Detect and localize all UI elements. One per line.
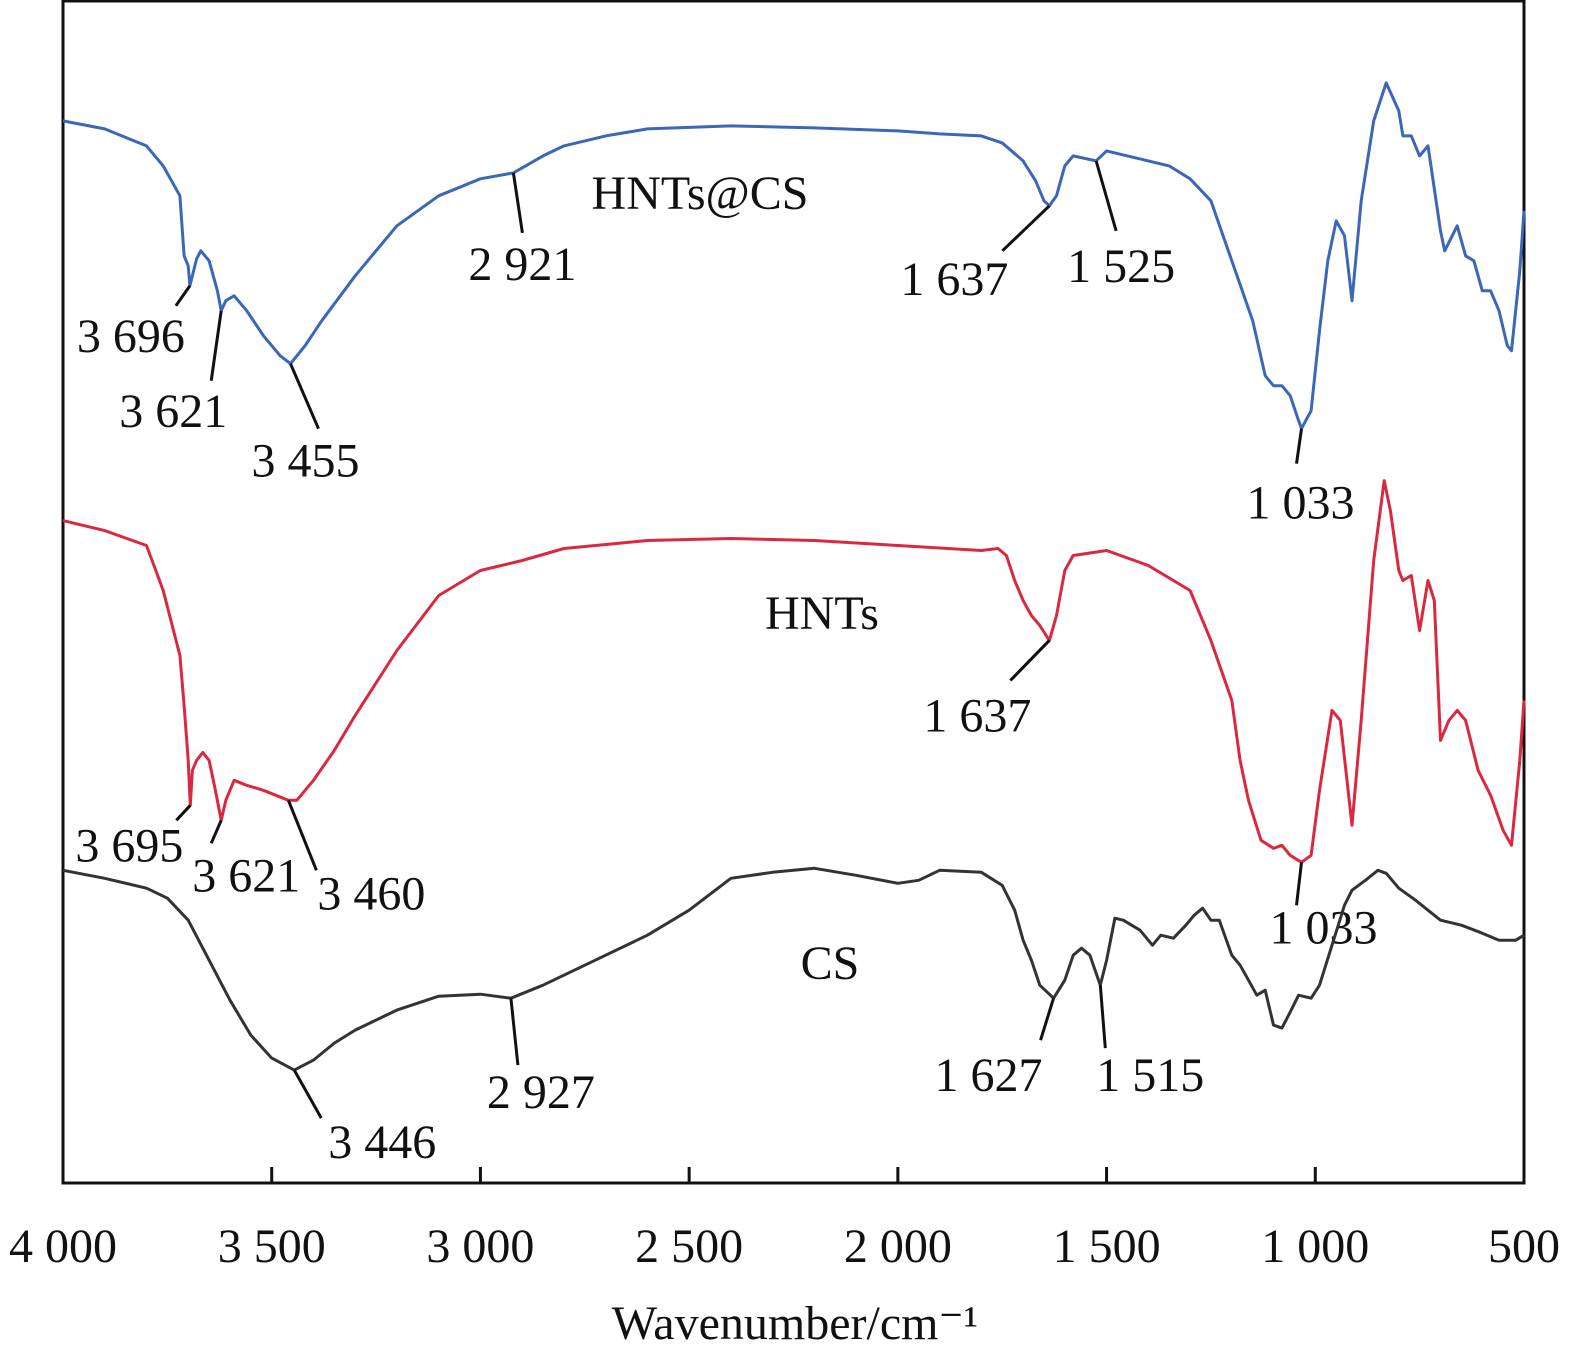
peak-label: 1 637 — [923, 689, 1031, 742]
series-label: HNTs@CS — [592, 167, 809, 220]
peak-leader — [209, 819, 223, 844]
x-axis-label: Wavenumber/cm⁻¹ — [612, 1297, 978, 1350]
peak-leader — [292, 1069, 323, 1119]
spectrum-line — [62, 866, 1525, 1072]
x-tick-label: 3 500 — [218, 1220, 326, 1273]
peak-label: 1 627 — [935, 1049, 1043, 1102]
peak-label: 1 525 — [1067, 240, 1175, 293]
peak-label: 3 455 — [251, 435, 359, 488]
peak-leader — [1039, 997, 1055, 1041]
x-tick-label: 2 000 — [844, 1220, 952, 1273]
peak-label: 3 695 — [75, 819, 183, 872]
peak-leader — [289, 363, 320, 430]
peak-label: 1 515 — [1096, 1049, 1204, 1102]
peak-label: 1 637 — [900, 253, 1008, 306]
x-tick-label: 2 500 — [635, 1220, 743, 1273]
peak-leader — [174, 284, 192, 307]
peak-label: 3 696 — [77, 310, 185, 363]
x-tick-label: 3 000 — [426, 1220, 534, 1273]
spectrum-line — [62, 81, 1526, 431]
peak-label: 1 033 — [1270, 901, 1378, 954]
peak-leader — [287, 799, 318, 871]
x-tick-label: 1 000 — [1261, 1220, 1369, 1273]
peak-leader — [1001, 204, 1051, 252]
peak-label: 2 921 — [468, 238, 576, 291]
peak-leader — [511, 172, 524, 234]
peak-label: 3 621 — [119, 385, 227, 438]
peak-leader — [509, 998, 520, 1066]
peak-label: 1 033 — [1247, 477, 1355, 530]
spectrum-line — [62, 479, 1526, 864]
x-tick-label: 500 — [1488, 1220, 1560, 1273]
peak-leader — [1094, 160, 1118, 232]
peak-leader — [209, 310, 223, 381]
peak-label: 3 460 — [317, 867, 425, 920]
peak-leader — [1098, 985, 1107, 1049]
peak-leader — [175, 804, 192, 822]
peak-label: 3 446 — [328, 1116, 436, 1169]
plot-frame — [61, 0, 1526, 1185]
x-tick-label: 4 000 — [9, 1220, 117, 1273]
peak-leader — [1295, 428, 1303, 464]
peak-leader — [1295, 862, 1304, 906]
peak-label: 2 927 — [487, 1066, 595, 1119]
series-label: HNTs — [765, 587, 879, 640]
peak-leader — [1009, 639, 1051, 682]
x-tick-label: 1 500 — [1053, 1220, 1161, 1273]
series-label: CS — [801, 937, 860, 990]
peak-label: 3 621 — [192, 849, 300, 902]
